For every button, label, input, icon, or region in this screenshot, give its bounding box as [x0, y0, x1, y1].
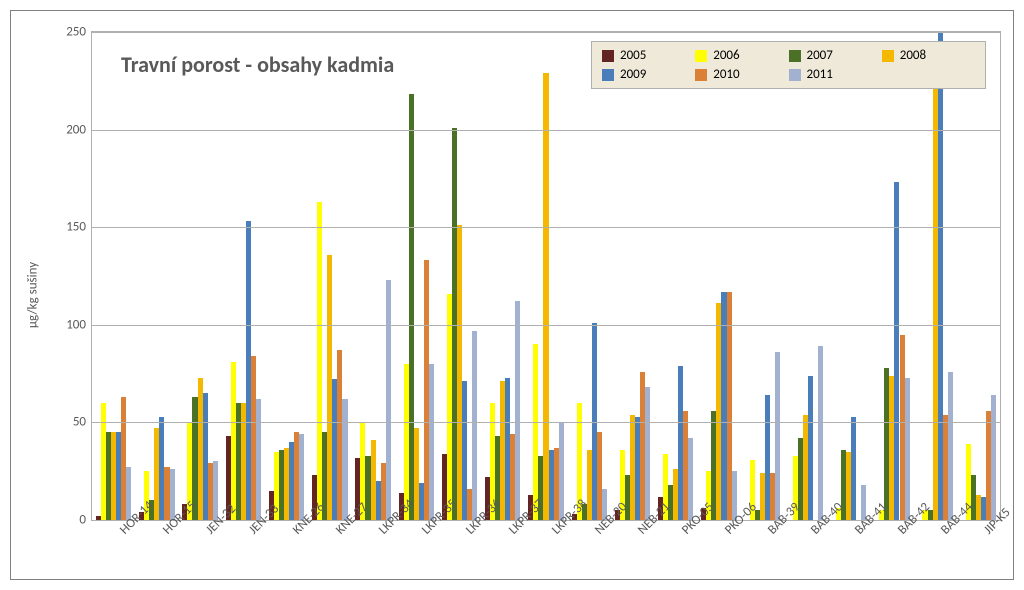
legend-item: 2011 — [789, 67, 882, 82]
gridline — [92, 422, 1000, 423]
legend-label: 2007 — [807, 48, 833, 63]
bar — [775, 352, 780, 520]
xtick-label: HOR-14 — [117, 527, 128, 538]
ytick-label: 100 — [66, 317, 86, 332]
legend-item: 2005 — [602, 48, 695, 63]
legend-label: 2010 — [713, 67, 739, 82]
bar — [429, 364, 434, 520]
xtick-label: BAB-39 — [765, 527, 776, 538]
legend-item: 2008 — [882, 48, 975, 63]
legend-label: 2008 — [900, 48, 926, 63]
legend-item: 2007 — [789, 48, 882, 63]
bar — [386, 280, 391, 520]
gridline — [92, 32, 1000, 33]
legend-swatch — [789, 50, 801, 62]
xtick-label: NEB-21 — [635, 527, 646, 538]
xtick-label: NEB-20 — [592, 527, 603, 538]
xtick-label: KNE-26 — [290, 527, 301, 538]
bar — [515, 301, 520, 520]
bar — [851, 417, 856, 520]
bar — [299, 434, 304, 520]
legend-label: 2005 — [620, 48, 646, 63]
legend-label: 2011 — [807, 67, 833, 82]
xtick-label: LKPR-36 — [463, 527, 474, 538]
gridline — [92, 325, 1000, 326]
bar — [472, 331, 477, 520]
chart-title: Travní porost - obsahy kadmia — [121, 51, 394, 78]
xtick-label: JEN-33 — [246, 527, 257, 538]
gridline — [92, 130, 1000, 131]
xtick-label: BAB-44 — [938, 527, 949, 538]
bar — [948, 372, 953, 520]
bar — [991, 395, 996, 520]
bar — [256, 399, 261, 520]
xtick-label: BAB-41 — [852, 527, 863, 538]
bar — [559, 422, 564, 520]
xtick-label: LKPR-35 — [419, 527, 430, 538]
plot-area: 050100150200250 — [91, 31, 1001, 521]
legend-label: 2006 — [713, 48, 739, 63]
gridline — [92, 227, 1000, 228]
ytick-label: 250 — [66, 25, 86, 40]
bar — [818, 346, 823, 520]
legend-swatch — [695, 50, 707, 62]
legend-item: 2006 — [695, 48, 788, 63]
legend-label: 2009 — [620, 67, 646, 82]
xtick-label: JIP-K5 — [981, 527, 992, 538]
bar — [688, 438, 693, 520]
bar — [645, 387, 650, 520]
legend: 2005 2006 2007 2008 2009 2010 2011 — [591, 41, 986, 89]
bar — [808, 376, 813, 520]
xtick-label: KNE-27 — [333, 527, 344, 538]
xtick-label: PKO-05 — [679, 527, 690, 538]
xtick-label: PKO-06 — [722, 527, 733, 538]
ytick-label: 150 — [66, 220, 86, 235]
ytick-label: 0 — [79, 513, 86, 528]
chart-frame: μg/kg sušiny 050100150200250 Travní poro… — [10, 10, 1014, 580]
xtick-label: LKPR-38 — [549, 527, 560, 538]
legend-swatch — [789, 69, 801, 81]
bars-layer — [92, 32, 1000, 520]
ytick-label: 50 — [73, 415, 86, 430]
legend-item: 2009 — [602, 67, 695, 82]
legend-swatch — [882, 50, 894, 62]
legend-swatch — [695, 69, 707, 81]
bar — [342, 399, 347, 520]
legend-swatch — [602, 69, 614, 81]
bar — [905, 378, 910, 520]
xtick-label: BAB-40 — [808, 527, 819, 538]
xtick-label: BAB-42 — [895, 527, 906, 538]
xtick-label: JEN-32 — [203, 527, 214, 538]
xtick-label: LKPR-34 — [376, 527, 387, 538]
legend-swatch — [602, 50, 614, 62]
ytick-label: 200 — [66, 122, 86, 137]
legend-item: 2010 — [695, 67, 788, 82]
xtick-label: HOR-15 — [160, 527, 171, 538]
xtick-label: LKPR-37 — [506, 527, 517, 538]
y-axis-title: μg/kg sušiny — [26, 262, 41, 328]
